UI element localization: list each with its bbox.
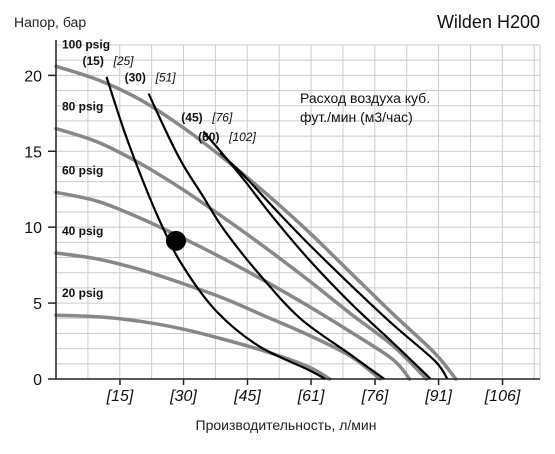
air-consumption-curves (105, 76, 449, 380)
air-label-value: [76] (211, 111, 233, 125)
axes: 0 5 10 15 20 [15] [30] [45] [61] [76] [91] [106] (24, 40, 540, 405)
x-axis-label: Производительность, л/мин (196, 417, 377, 433)
air-label-value: [102] (228, 130, 256, 144)
pressure-curve-20-psig (54, 313, 332, 381)
air-label-id: (30) (125, 71, 146, 85)
y-tick-label: 5 (33, 296, 42, 313)
air-label-value: [25] (113, 54, 135, 68)
x-tick-label: [91] (424, 388, 452, 405)
pressure-label: 80 psig (62, 100, 103, 114)
y-tick-label: 0 (33, 372, 42, 389)
pressure-label: 60 psig (62, 163, 103, 177)
air-curve-60 (219, 152, 449, 380)
y-tick-label: 15 (24, 144, 42, 161)
air-label-value: [51] (155, 71, 177, 85)
pressure-label: 20 psig (62, 286, 103, 300)
y-axis-label: Напор, бар (14, 14, 86, 30)
curve-labels: 100 psig 80 psig 60 psig 40 psig 20 psig (15)… (62, 37, 256, 300)
x-tick-label: [106] (484, 388, 521, 405)
pressure-curve-40-psig (54, 251, 382, 381)
chart-title: Wilden H200 (437, 12, 540, 32)
pressure-curve-80-psig (54, 126, 429, 381)
y-tick-label: 10 (24, 220, 42, 237)
x-tick-label: [15] (106, 388, 134, 405)
grid (56, 44, 541, 379)
pressure-label: 100 psig (62, 37, 110, 51)
legend-line-2: фут./мин (м3/час) (300, 109, 413, 125)
pressure-curves (54, 64, 458, 381)
air-label-id: (45) (181, 111, 202, 125)
pressure-label: 40 psig (62, 224, 103, 238)
air-label-id: (60) (198, 130, 219, 144)
legend-line-1: Расход воздуха куб. (300, 90, 430, 106)
air-label-id: (15) (83, 54, 104, 68)
y-tick-label: 20 (24, 68, 42, 85)
x-tick-label: [61] (297, 388, 325, 405)
pressure-curve-100-psig (54, 64, 458, 381)
operating-point-marker (165, 230, 186, 251)
pressure-curve-60-psig (54, 190, 412, 381)
x-tick-label: [30] (169, 388, 197, 405)
air-curve-30 (147, 93, 385, 380)
x-tick-label: [45] (233, 388, 261, 405)
x-tick-label: [76] (361, 388, 389, 405)
air-curve-15 (105, 76, 326, 380)
